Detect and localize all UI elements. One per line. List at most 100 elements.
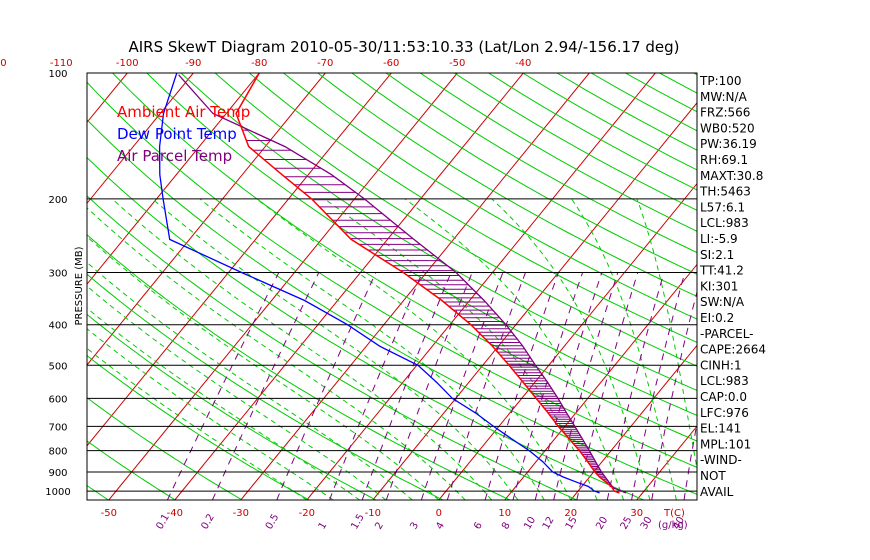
dry-adiabat-line (180, 73, 697, 392)
moist-adiabat-line (636, 198, 697, 472)
background-grid (87, 73, 870, 500)
index-label: LCL:983 (700, 216, 749, 230)
isotherm-line (87, 73, 326, 366)
moist-adiabat-line (87, 347, 308, 500)
legend-item: Dew Point Temp (117, 125, 237, 143)
mixing-ratio-line (553, 272, 619, 500)
dry-adiabat-line (385, 73, 697, 254)
plot-frame (86, 72, 698, 501)
index-label: SW:N/A (700, 295, 745, 309)
index-label: PW:36.19 (700, 137, 757, 151)
dry-adiabat-line (87, 273, 444, 500)
index-label: EL:141 (700, 422, 741, 436)
mixing-ratio-line (484, 272, 559, 500)
chart-title: AIRS SkewT Diagram 2010-05-30/11:53:10.3… (128, 38, 679, 56)
temperature-tick-label: 10 (498, 508, 511, 519)
mixing-ratio-line (385, 272, 473, 500)
mixing-ratio-tick-label: 20 (594, 515, 610, 532)
index-label: TH:5463 (699, 185, 751, 199)
top-temperature-tick-label: -100 (116, 58, 139, 69)
index-label: MAXT:30.8 (700, 169, 763, 183)
dry-adiabat-line (214, 73, 697, 367)
mixing-ratio-line (276, 272, 377, 500)
index-label: WB0:520 (700, 121, 755, 135)
index-label: CAPE:2664 (700, 343, 766, 357)
isotherm-line (240, 73, 590, 500)
isotherm-line (835, 73, 870, 500)
index-label: SI:2.1 (700, 248, 734, 262)
mixing-ratio-tick-label: 0.2 (199, 512, 216, 531)
moist-adiabat-line (491, 198, 651, 500)
index-label: TT:41.2 (699, 264, 744, 278)
moist-adiabat-line (87, 207, 466, 500)
moist-adiabat-line (111, 198, 492, 500)
index-label: AVAIL (700, 485, 734, 499)
parcel-line (178, 74, 627, 494)
temperature-tick-label: 20 (564, 508, 577, 519)
pressure-tick-label: 200 (48, 195, 67, 206)
dry-adiabat-line (112, 73, 697, 442)
pressure-tick-label: 900 (48, 468, 67, 479)
plot-area (86, 72, 870, 501)
index-label: FRZ:566 (700, 106, 750, 120)
moist-adiabat-line (324, 198, 598, 500)
isotherm-line (87, 73, 260, 285)
isotherm-line (306, 73, 656, 500)
top-temperature-tick-label: -120 (0, 58, 7, 69)
mixing-ratio-tick-label: 6 (472, 520, 485, 531)
pressure-tick-label: 300 (48, 269, 67, 280)
isotherm-line (636, 425, 697, 500)
dry-adiabat-line (87, 119, 697, 495)
moist-adiabat-line (152, 198, 519, 500)
dry-adiabat-line (87, 313, 377, 500)
moist-adiabat-line (87, 261, 413, 500)
index-label: MPL:101 (700, 437, 751, 451)
top-temperature-tick-label: -60 (383, 58, 399, 69)
mixing-ratio-line (166, 272, 280, 500)
dry-adiabat-line (420, 73, 697, 232)
legend-item: Ambient Air Temp (117, 103, 250, 121)
mixing-ratio-line (606, 272, 665, 500)
mixing-ratio-tick-label: 3 (408, 520, 421, 531)
mixing-ratio-line (534, 272, 603, 500)
dewpoint-line (158, 73, 600, 494)
temperature-tick-label: -10 (365, 508, 381, 519)
isotherm-line (87, 73, 194, 205)
profiles (158, 73, 627, 494)
dry-adiabat-line (146, 73, 697, 416)
moist-adiabat-line (199, 198, 545, 500)
mixing-ratio-line (361, 272, 452, 500)
legend-item: Air Parcel Temp (117, 147, 232, 165)
mixing-ratio-tick-label: 12 (541, 515, 557, 532)
cape-hatching (242, 129, 615, 489)
temperature-tick-label: 30 (630, 508, 643, 519)
pressure-tick-label: 800 (48, 447, 67, 458)
moist-adiabat-line (87, 328, 334, 500)
index-label: LI:-5.9 (700, 232, 738, 246)
moist-adiabat-line (404, 198, 625, 500)
pressure-tick-label: 1000 (45, 487, 70, 498)
dry-adiabat-line (87, 440, 176, 500)
top-temperature-tick-label: -50 (449, 58, 465, 69)
top-temperature-tick-label: -40 (515, 58, 531, 69)
moist-adiabat-line (87, 285, 387, 500)
index-label: RH:69.1 (700, 153, 748, 167)
dry-adiabat-line (87, 397, 243, 500)
pressure-tick-label: 400 (48, 321, 67, 332)
mixing-ratio-line (631, 272, 686, 500)
isotherm-line (504, 263, 697, 500)
isotherm-line (87, 73, 392, 447)
temperature-tick-label: -50 (101, 508, 117, 519)
isotherm-line (108, 73, 458, 500)
mixing-ratio-line (211, 272, 320, 500)
temperature-tick-label: -30 (233, 508, 249, 519)
top-temperature-tick-label: -80 (251, 58, 267, 69)
index-label: -PARCEL- (700, 327, 754, 341)
pressure-tick-label: 500 (48, 361, 67, 372)
ambient-line (235, 73, 620, 494)
dry-adiabat-line (87, 195, 578, 500)
index-label: MW:N/A (700, 90, 748, 104)
